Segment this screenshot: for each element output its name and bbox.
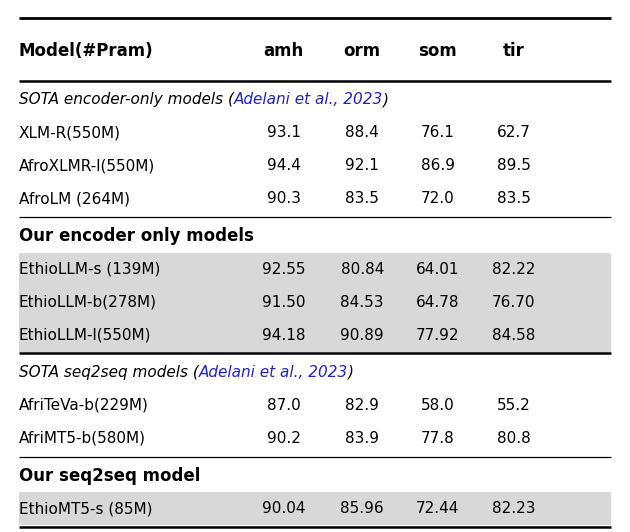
Text: 88.4: 88.4 (345, 126, 379, 140)
Text: SOTA seq2seq models (: SOTA seq2seq models ( (19, 365, 199, 380)
Text: 85.96: 85.96 (340, 501, 384, 516)
Text: 89.5: 89.5 (496, 159, 530, 173)
Text: AfroXLMR-l(550M): AfroXLMR-l(550M) (19, 159, 155, 173)
Text: 77.8: 77.8 (421, 431, 455, 446)
Text: 72.44: 72.44 (416, 501, 459, 516)
Text: 80.84: 80.84 (341, 262, 384, 277)
Text: 90.2: 90.2 (266, 431, 301, 446)
Text: 83.5: 83.5 (496, 192, 530, 206)
Text: ): ) (348, 365, 354, 380)
Text: XLM-R(550M): XLM-R(550M) (19, 126, 121, 140)
Text: 72.0: 72.0 (421, 192, 455, 206)
Text: 94.18: 94.18 (261, 328, 306, 343)
Text: 77.92: 77.92 (416, 328, 460, 343)
Text: 64.78: 64.78 (416, 295, 460, 310)
Text: 64.01: 64.01 (416, 262, 460, 277)
Text: Our encoder only models: Our encoder only models (19, 227, 254, 245)
Text: AfroLM (264M): AfroLM (264M) (19, 192, 130, 206)
Text: 80.8: 80.8 (496, 431, 530, 446)
Bar (19, 253, 611, 352)
Text: 90.3: 90.3 (266, 192, 301, 206)
Text: som: som (418, 42, 457, 60)
Text: 62.7: 62.7 (496, 126, 530, 140)
Text: 76.70: 76.70 (491, 295, 536, 310)
Text: 84.58: 84.58 (492, 328, 535, 343)
Text: 58.0: 58.0 (421, 398, 455, 413)
Text: 86.9: 86.9 (421, 159, 455, 173)
Bar (19, 492, 611, 525)
Text: Our seq2seq model: Our seq2seq model (19, 467, 200, 485)
Text: amh: amh (263, 42, 304, 60)
Text: 76.1: 76.1 (421, 126, 455, 140)
Text: EthioLLM-b(278M): EthioLLM-b(278M) (19, 295, 157, 310)
Text: EthioMT5-s (85M): EthioMT5-s (85M) (19, 501, 152, 516)
Text: 82.23: 82.23 (491, 501, 536, 516)
Text: EthioLLM-l(550M): EthioLLM-l(550M) (19, 328, 151, 343)
Text: 82.22: 82.22 (492, 262, 535, 277)
Text: Adelani et al., 2023: Adelani et al., 2023 (199, 365, 348, 380)
Text: ): ) (383, 93, 389, 107)
Text: 92.1: 92.1 (345, 159, 379, 173)
Text: 90.89: 90.89 (340, 328, 384, 343)
Text: 83.5: 83.5 (345, 192, 379, 206)
Text: 84.53: 84.53 (340, 295, 384, 310)
Text: 55.2: 55.2 (496, 398, 530, 413)
Text: Model(#Pram): Model(#Pram) (19, 42, 154, 60)
Text: AfriTeVa-b(229M): AfriTeVa-b(229M) (19, 398, 149, 413)
Text: SOTA encoder-only models (: SOTA encoder-only models ( (19, 93, 234, 107)
Text: 94.4: 94.4 (266, 159, 301, 173)
Text: orm: orm (344, 42, 381, 60)
Text: 83.9: 83.9 (345, 431, 379, 446)
Text: 92.55: 92.55 (261, 262, 306, 277)
Text: Adelani et al., 2023: Adelani et al., 2023 (234, 93, 383, 107)
Text: 90.04: 90.04 (261, 501, 306, 516)
Text: EthioLLM-s (139M): EthioLLM-s (139M) (19, 262, 160, 277)
Text: 93.1: 93.1 (266, 126, 301, 140)
Text: 91.50: 91.50 (261, 295, 306, 310)
Text: tir: tir (503, 42, 524, 60)
Text: 82.9: 82.9 (345, 398, 379, 413)
Text: AfriMT5-b(580M): AfriMT5-b(580M) (19, 431, 146, 446)
Text: 87.0: 87.0 (266, 398, 301, 413)
